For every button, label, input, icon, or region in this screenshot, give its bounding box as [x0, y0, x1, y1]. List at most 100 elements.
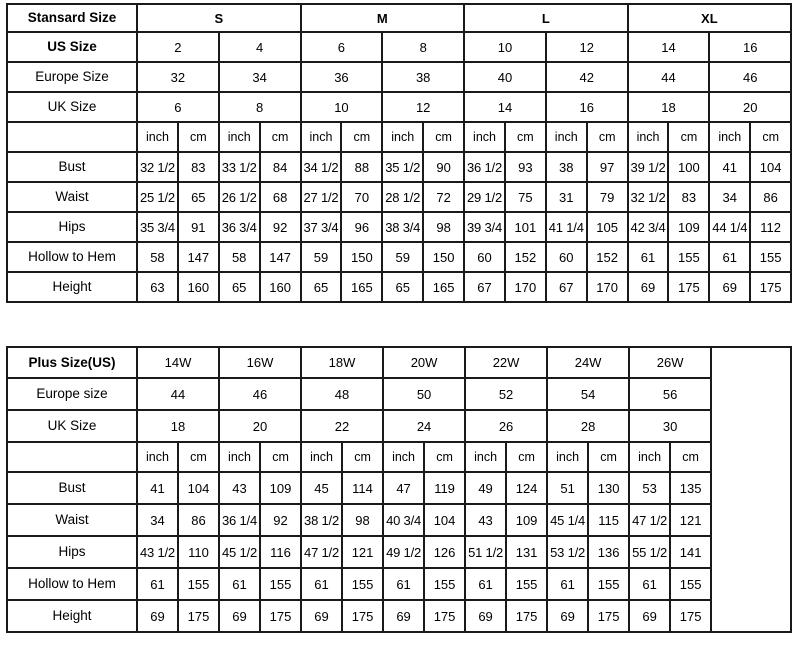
cell-value: 69 [626, 271, 670, 303]
table-row: UK Size 6 8 10 12 14 16 18 20 [6, 91, 793, 123]
cell-value: 61 [546, 567, 590, 601]
cell-value: 2 [136, 31, 220, 63]
cell-value: 46 [708, 61, 793, 93]
cell-value: 47 1/2 [300, 535, 344, 569]
cell-value: 170 [503, 271, 547, 303]
cell-value: 60 [463, 241, 506, 273]
row-label: US Size [6, 31, 138, 63]
cell-value: 160 [258, 271, 302, 303]
table-row: Height 69 175 69 175 69 175 69 175 69 175 69 175 69 17… [6, 599, 791, 633]
table-row: Hollow to Hem 58 147 58 147 59 150 59 150 60 152 60… [6, 241, 793, 273]
cell-value: 92 [259, 503, 303, 537]
cell-value: 61 [464, 567, 508, 601]
cell-value: 68 [258, 181, 302, 213]
cell-value: 109 [667, 211, 711, 243]
cell-value: 67 [463, 271, 506, 303]
cell-value: 36 1/4 [218, 503, 262, 537]
cell-value: 67 [544, 271, 588, 303]
unit-header: cm [341, 441, 385, 473]
row-label: UK Size [6, 91, 138, 123]
cell-value: 175 [587, 599, 631, 633]
cell-value: 61 [300, 567, 344, 601]
cell-value: 50 [382, 377, 467, 411]
cell-value: 93 [503, 151, 547, 183]
unit-header: cm [259, 441, 303, 473]
cell-value: 98 [341, 503, 385, 537]
cell-value: 59 [381, 241, 425, 273]
unit-header: cm [423, 441, 467, 473]
cell-value: 36 [299, 61, 384, 93]
plus-table-filler-column [710, 346, 793, 633]
unit-header: inch [708, 121, 752, 153]
cell-value: 175 [341, 599, 385, 633]
table-row: Europe Size 32 34 36 38 40 42 44 46 [6, 61, 793, 93]
cell-value: 69 [464, 599, 508, 633]
cell-value: 69 [708, 271, 752, 303]
cell-value: 26 1/2 [217, 181, 261, 213]
cell-value: 16 [708, 31, 793, 63]
cell-value: 155 [669, 567, 713, 601]
cell-value: 34 [217, 61, 302, 93]
unit-header: cm [669, 441, 713, 473]
cell-value: 83 [667, 181, 711, 213]
cell-value: 44 [135, 377, 221, 411]
cell-value: 32 [136, 61, 220, 93]
cell-value: 46 [218, 377, 303, 411]
unit-header: inch [299, 121, 343, 153]
cell-value: 8 [217, 91, 302, 123]
cell-value: 59 [299, 241, 343, 273]
row-label: Bust [6, 471, 138, 505]
cell-value: 92 [258, 211, 302, 243]
cell-value: 70 [340, 181, 384, 213]
plus-size-14w: 14W [135, 346, 221, 379]
plus-corner-label: Plus Size(US) [6, 346, 138, 379]
cell-value: 18 [135, 409, 221, 443]
cell-value: 69 [300, 599, 344, 633]
row-label: Europe Size [6, 61, 138, 93]
cell-value: 150 [422, 241, 466, 273]
cell-value: 4 [217, 31, 302, 63]
cell-value: 61 [628, 567, 672, 601]
cell-value: 175 [176, 599, 221, 633]
cell-value: 56 [628, 377, 713, 411]
cell-value: 47 1/2 [628, 503, 672, 537]
row-label: Bust [6, 151, 138, 183]
table-row: Hollow to Hem 61 155 61 155 61 155 61 155 61 155 61… [6, 567, 791, 601]
cell-value: 53 [628, 471, 672, 505]
cell-value: 51 [546, 471, 590, 505]
cell-value: 6 [299, 31, 384, 63]
unit-header: cm [505, 441, 549, 473]
cell-value: 45 1/2 [218, 535, 262, 569]
cell-value: 29 1/2 [463, 181, 506, 213]
cell-value: 38 1/2 [300, 503, 344, 537]
cell-value: 38 [381, 61, 466, 93]
table-row: UK Size 18 20 22 24 26 28 30 [6, 409, 791, 443]
cell-value: 155 [505, 567, 549, 601]
cell-value: 175 [505, 599, 549, 633]
cell-value: 75 [503, 181, 547, 213]
cell-value: 130 [587, 471, 631, 505]
cell-value: 121 [341, 535, 385, 569]
unit-header: inch [136, 441, 179, 473]
cell-value: 86 [176, 503, 221, 537]
cell-value: 52 [464, 377, 549, 411]
size-group-m: M [299, 3, 466, 33]
cell-value: 131 [505, 535, 549, 569]
row-label: Hips [6, 211, 138, 243]
standard-header-row: Stansard Size S M L XL [6, 3, 793, 33]
unit-header: cm [422, 121, 466, 153]
standard-size-table: Stansard Size S M L XL US Size 2 4 6 8 10 12 14 16 Eur… [6, 3, 793, 303]
cell-value: 41 1/4 [544, 211, 588, 243]
cell-value: 28 [546, 409, 631, 443]
unit-header: inch [628, 441, 672, 473]
cell-value: 42 3/4 [626, 211, 670, 243]
plus-size-18w: 18W [300, 346, 385, 379]
cell-value: 30 [628, 409, 713, 443]
cell-value: 25 1/2 [136, 181, 179, 213]
cell-value: 34 [136, 503, 179, 537]
cell-value: 115 [587, 503, 631, 537]
cell-value: 34 1/2 [299, 151, 343, 183]
cell-value: 63 [136, 271, 179, 303]
cell-value: 39 3/4 [463, 211, 506, 243]
